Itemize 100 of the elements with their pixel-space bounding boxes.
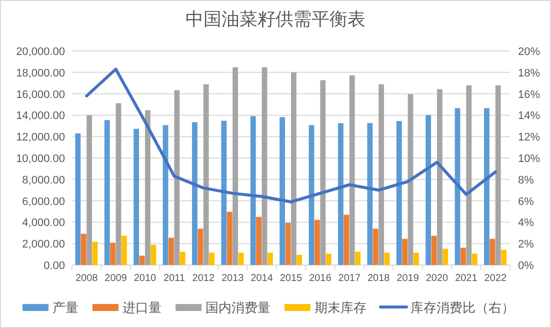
bar [221,120,227,265]
bar [209,252,215,265]
x-tick-label: 2013 [221,273,244,284]
y2-tick-label: 10% [518,153,540,165]
bar [296,254,302,265]
bar [367,123,373,265]
y2-tick-label: 0% [518,260,534,272]
bar [280,117,286,265]
bar [267,252,273,265]
bar [139,256,145,265]
bar [437,89,442,265]
bar [80,234,86,265]
bar [150,244,156,265]
legend-label: 国内消费量 [206,300,270,315]
bar [203,84,209,265]
bar [75,133,81,265]
bar [134,128,140,265]
bar [192,122,198,265]
bar [372,228,378,265]
bar [92,242,98,265]
bar [495,85,501,265]
bar [285,222,291,265]
bar [454,108,460,265]
legend-label: 进口量 [122,300,162,315]
bar [349,75,355,265]
x-tick-label: 2017 [338,273,361,284]
bar [426,115,432,265]
y2-tick-label: 14% [518,110,540,122]
bar [326,254,332,265]
x-tick-label: 2019 [396,273,420,284]
y-tick-label: 16,000.00 [16,88,65,101]
x-tick-label: 2009 [104,273,128,284]
x-tick-label: 2011 [163,273,186,284]
bar [262,67,268,265]
bar [466,85,472,265]
bar [320,80,326,265]
legend-label: 期末库存 [314,300,366,315]
x-tick-label: 2015 [280,273,303,284]
bar [256,216,262,265]
bar [396,121,402,265]
y-tick-label: 0.00 [44,260,65,272]
x-tick-label: 2022 [484,273,507,284]
bar [408,94,414,265]
y2-tick-label: 16% [518,88,540,101]
x-tick-label: 2016 [309,273,332,284]
y2-tick-label: 8% [518,174,534,186]
bar [145,110,150,265]
bar [226,212,232,265]
y-tick-label: 20,000.00 [16,46,65,58]
bar [484,108,490,265]
y-tick-label: 2,000.00 [22,238,65,251]
bar [355,252,361,265]
x-tick-label: 2014 [250,273,274,284]
chart-title: 中国油菜籽供需平衡表 [186,9,366,29]
x-tick-label: 2020 [426,273,449,284]
y2-tick-label: 4% [518,217,534,230]
bar [384,252,390,265]
bar [198,228,204,265]
bar [180,252,186,265]
y2-tick-label: 6% [518,196,534,208]
bar [308,125,314,265]
y-tick-label: 6,000.00 [22,196,65,208]
y-tick-label: 10,000.00 [16,153,65,165]
y2-tick-label: 20% [518,46,540,58]
y2-tick-label: 18% [518,67,540,80]
bar [442,248,448,265]
x-tick-label: 2018 [367,273,390,284]
bar [413,252,419,265]
bar [460,248,466,265]
x-tick-label: 2012 [192,273,215,284]
y-tick-label: 8,000.00 [22,174,65,186]
bar [116,103,122,265]
legend-label: 产量 [52,300,78,315]
y2-tick-label: 12% [518,132,540,144]
bar [314,220,320,265]
bar [86,115,92,265]
bar [344,214,350,265]
bar [168,238,174,265]
bar [110,242,116,265]
bar [338,123,344,265]
bar [378,84,384,265]
bar [431,236,437,265]
y2-tick-label: 2% [518,238,534,251]
y-tick-label: 4,000.00 [22,217,65,230]
y-tick-label: 12,000.00 [16,132,65,144]
y-tick-label: 14,000.00 [16,110,65,122]
bar [238,252,244,265]
legend-label: 库存消费比（右） [410,300,514,315]
line-series [85,68,497,204]
x-tick-label: 2008 [75,273,98,284]
bar [250,116,256,265]
bar [174,90,180,265]
x-tick-label: 2021 [455,273,478,284]
bar [232,67,238,265]
bar [291,72,296,265]
y-tick-label: 18,000.00 [16,67,65,80]
bar [490,238,496,265]
x-tick-label: 2010 [134,273,157,284]
bar [472,254,478,265]
bar [104,120,110,265]
